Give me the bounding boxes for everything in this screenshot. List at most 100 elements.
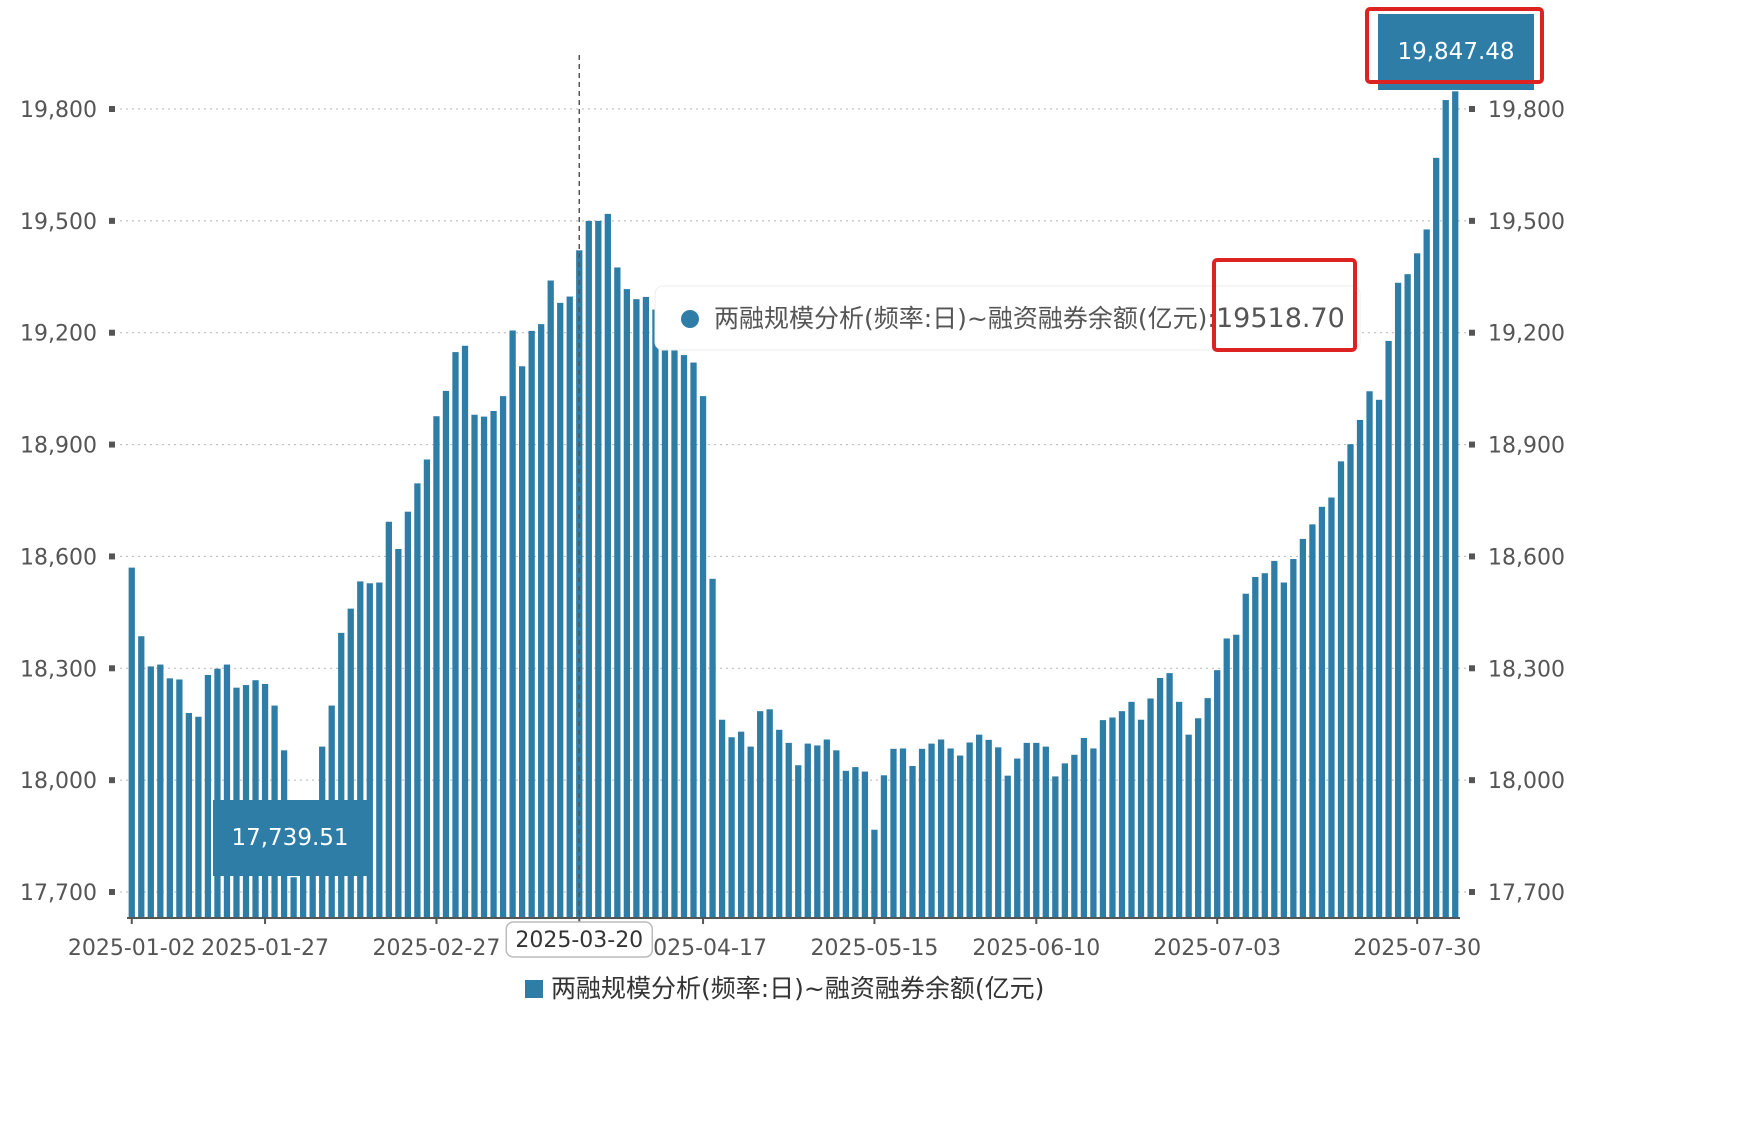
bar[interactable]	[642, 296, 650, 918]
bar[interactable]	[947, 748, 954, 918]
bar[interactable]	[928, 743, 935, 918]
bar[interactable]	[1366, 391, 1373, 918]
bar[interactable]	[757, 711, 764, 918]
bar[interactable]	[1442, 100, 1449, 919]
legend[interactable]: 两融规模分析(频率:日)~融资融券余额(亿元)	[525, 974, 1044, 1003]
bar[interactable]	[795, 765, 802, 918]
bar[interactable]	[1052, 776, 1059, 918]
bar[interactable]	[880, 775, 888, 918]
bar[interactable]	[718, 719, 726, 918]
bar[interactable]	[1375, 399, 1383, 919]
bar[interactable]	[766, 709, 773, 918]
bar[interactable]	[1214, 670, 1221, 918]
bar[interactable]	[776, 729, 783, 918]
bar[interactable]	[566, 296, 573, 918]
bar[interactable]	[595, 220, 602, 919]
bar[interactable]	[1328, 497, 1335, 918]
bar[interactable]	[1318, 506, 1326, 918]
bar[interactable]	[347, 608, 354, 918]
bar[interactable]	[1233, 634, 1240, 918]
bar[interactable]	[1014, 758, 1021, 918]
bar[interactable]	[1195, 718, 1202, 918]
bar[interactable]	[861, 771, 869, 918]
bar[interactable]	[128, 567, 135, 918]
bar[interactable]	[871, 829, 878, 918]
bar[interactable]	[1033, 742, 1040, 918]
bar[interactable]	[652, 309, 659, 919]
bar[interactable]	[709, 578, 716, 918]
bar[interactable]	[1337, 461, 1345, 918]
bar[interactable]	[633, 299, 640, 918]
bar[interactable]	[785, 742, 792, 918]
bar[interactable]	[1414, 253, 1421, 919]
bar[interactable]	[1147, 698, 1154, 918]
bar[interactable]	[1137, 719, 1145, 918]
bar[interactable]	[585, 220, 592, 919]
bar[interactable]	[995, 747, 1002, 918]
bar[interactable]	[404, 511, 412, 918]
bar[interactable]	[442, 390, 450, 918]
bar[interactable]	[1023, 742, 1030, 918]
bar[interactable]	[290, 877, 297, 918]
bar[interactable]	[661, 336, 669, 918]
bar[interactable]	[804, 743, 811, 918]
bar[interactable]	[1099, 720, 1107, 918]
bar[interactable]	[204, 675, 212, 918]
bar[interactable]	[937, 739, 945, 919]
bar[interactable]	[1261, 573, 1268, 918]
bar[interactable]	[909, 765, 916, 918]
bar[interactable]	[1185, 734, 1192, 918]
bar[interactable]	[623, 289, 631, 919]
bar[interactable]	[528, 330, 535, 919]
bar[interactable]	[499, 396, 507, 919]
bar[interactable]	[471, 414, 478, 918]
bar[interactable]	[452, 352, 459, 919]
bar[interactable]	[1423, 229, 1430, 918]
bar[interactable]	[604, 213, 611, 918]
bar[interactable]	[547, 280, 554, 918]
bar[interactable]	[1204, 698, 1211, 918]
bar[interactable]	[357, 581, 364, 918]
bar[interactable]	[1071, 754, 1078, 918]
bar[interactable]	[557, 302, 564, 918]
bar[interactable]	[166, 678, 173, 918]
bar[interactable]	[509, 330, 516, 919]
bar[interactable]	[1004, 775, 1011, 918]
bar[interactable]	[699, 396, 707, 919]
bar[interactable]	[366, 583, 373, 918]
bar[interactable]	[899, 748, 907, 918]
bar[interactable]	[138, 636, 145, 918]
bar[interactable]	[1452, 91, 1459, 919]
bar[interactable]	[385, 521, 392, 918]
bar[interactable]	[1128, 701, 1135, 918]
bar[interactable]	[1385, 340, 1392, 918]
bar[interactable]	[1061, 763, 1068, 918]
bar[interactable]	[1309, 524, 1316, 918]
bar[interactable]	[1404, 274, 1411, 918]
bar[interactable]	[1433, 157, 1440, 919]
bar[interactable]	[414, 483, 421, 918]
bar[interactable]	[1156, 677, 1164, 918]
bar[interactable]	[918, 748, 926, 918]
bar[interactable]	[195, 716, 202, 918]
bar[interactable]	[728, 737, 735, 918]
bar[interactable]	[1356, 419, 1364, 918]
bar[interactable]	[671, 343, 678, 918]
bar[interactable]	[423, 459, 431, 918]
bar[interactable]	[1118, 711, 1126, 918]
bar[interactable]	[747, 746, 754, 918]
bar[interactable]	[1090, 748, 1097, 918]
bar[interactable]	[376, 582, 383, 918]
bar[interactable]	[737, 731, 745, 918]
bar[interactable]	[338, 632, 345, 918]
bar[interactable]	[833, 750, 840, 918]
bar[interactable]	[300, 836, 307, 918]
bar[interactable]	[1299, 538, 1307, 918]
bar[interactable]	[538, 324, 545, 918]
bar[interactable]	[1394, 282, 1402, 918]
bar[interactable]	[252, 680, 259, 918]
bar[interactable]	[852, 767, 859, 918]
bar[interactable]	[1042, 746, 1049, 918]
bar[interactable]	[956, 755, 964, 918]
bar[interactable]	[1271, 560, 1278, 918]
